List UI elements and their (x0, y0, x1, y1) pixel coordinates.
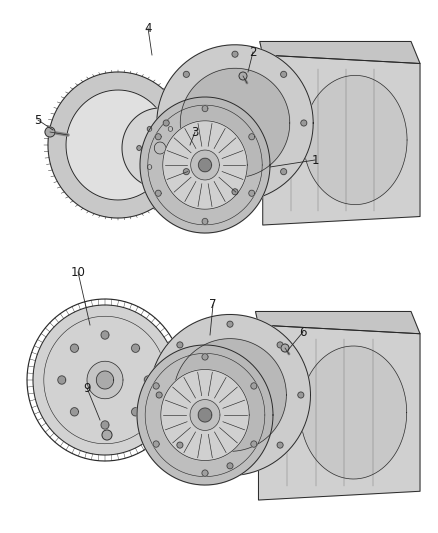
Circle shape (281, 71, 286, 77)
Polygon shape (149, 314, 311, 475)
Polygon shape (155, 134, 161, 140)
Polygon shape (168, 165, 173, 169)
Polygon shape (144, 376, 152, 384)
Polygon shape (155, 190, 161, 196)
Polygon shape (198, 158, 212, 172)
Polygon shape (140, 97, 270, 233)
Polygon shape (101, 331, 109, 339)
Text: 7: 7 (209, 298, 217, 311)
Polygon shape (153, 383, 159, 389)
Polygon shape (263, 55, 420, 225)
Polygon shape (168, 126, 173, 131)
Circle shape (177, 442, 183, 448)
Polygon shape (33, 305, 177, 455)
Polygon shape (202, 219, 208, 224)
Polygon shape (249, 134, 254, 140)
Circle shape (163, 120, 169, 126)
Polygon shape (137, 146, 141, 150)
Circle shape (102, 430, 112, 440)
Polygon shape (251, 441, 257, 447)
Polygon shape (202, 106, 208, 111)
Circle shape (277, 442, 283, 448)
Text: 10: 10 (71, 265, 85, 279)
Polygon shape (137, 345, 273, 485)
Polygon shape (131, 408, 140, 416)
Polygon shape (304, 75, 407, 205)
Polygon shape (147, 126, 152, 131)
Polygon shape (249, 190, 254, 196)
Polygon shape (101, 421, 109, 429)
Circle shape (45, 127, 55, 137)
Polygon shape (48, 72, 188, 218)
Polygon shape (87, 361, 123, 399)
Polygon shape (161, 369, 249, 461)
Polygon shape (198, 408, 212, 422)
Polygon shape (96, 371, 113, 389)
Polygon shape (202, 470, 208, 477)
Text: 4: 4 (144, 21, 152, 35)
Text: 2: 2 (249, 45, 257, 59)
Circle shape (232, 189, 238, 195)
Polygon shape (122, 108, 198, 188)
Polygon shape (66, 90, 170, 200)
Polygon shape (180, 68, 290, 177)
Polygon shape (260, 42, 420, 63)
Text: 9: 9 (83, 382, 91, 394)
Polygon shape (157, 45, 313, 201)
Circle shape (298, 392, 304, 398)
Polygon shape (131, 344, 140, 352)
Text: 5: 5 (34, 114, 42, 126)
Text: 6: 6 (299, 326, 307, 338)
Polygon shape (251, 383, 257, 389)
Circle shape (277, 342, 283, 348)
Text: 3: 3 (191, 125, 199, 139)
Circle shape (301, 120, 307, 126)
Circle shape (156, 392, 162, 398)
Text: 1: 1 (311, 154, 319, 166)
Polygon shape (255, 311, 420, 334)
Circle shape (177, 342, 183, 348)
Circle shape (232, 51, 238, 57)
Circle shape (239, 72, 247, 80)
Polygon shape (71, 344, 78, 352)
Polygon shape (179, 146, 183, 150)
Polygon shape (154, 142, 166, 154)
Circle shape (184, 168, 189, 175)
Polygon shape (300, 346, 407, 479)
Circle shape (184, 71, 189, 77)
Polygon shape (71, 408, 78, 416)
Polygon shape (147, 165, 152, 169)
Circle shape (227, 463, 233, 469)
Circle shape (281, 168, 286, 175)
Polygon shape (190, 400, 220, 431)
Polygon shape (191, 150, 219, 180)
Circle shape (227, 321, 233, 327)
Polygon shape (173, 338, 286, 451)
Polygon shape (58, 376, 66, 384)
Polygon shape (163, 121, 247, 209)
Circle shape (281, 344, 289, 352)
Polygon shape (202, 354, 208, 360)
Polygon shape (153, 441, 159, 447)
Polygon shape (258, 325, 420, 500)
